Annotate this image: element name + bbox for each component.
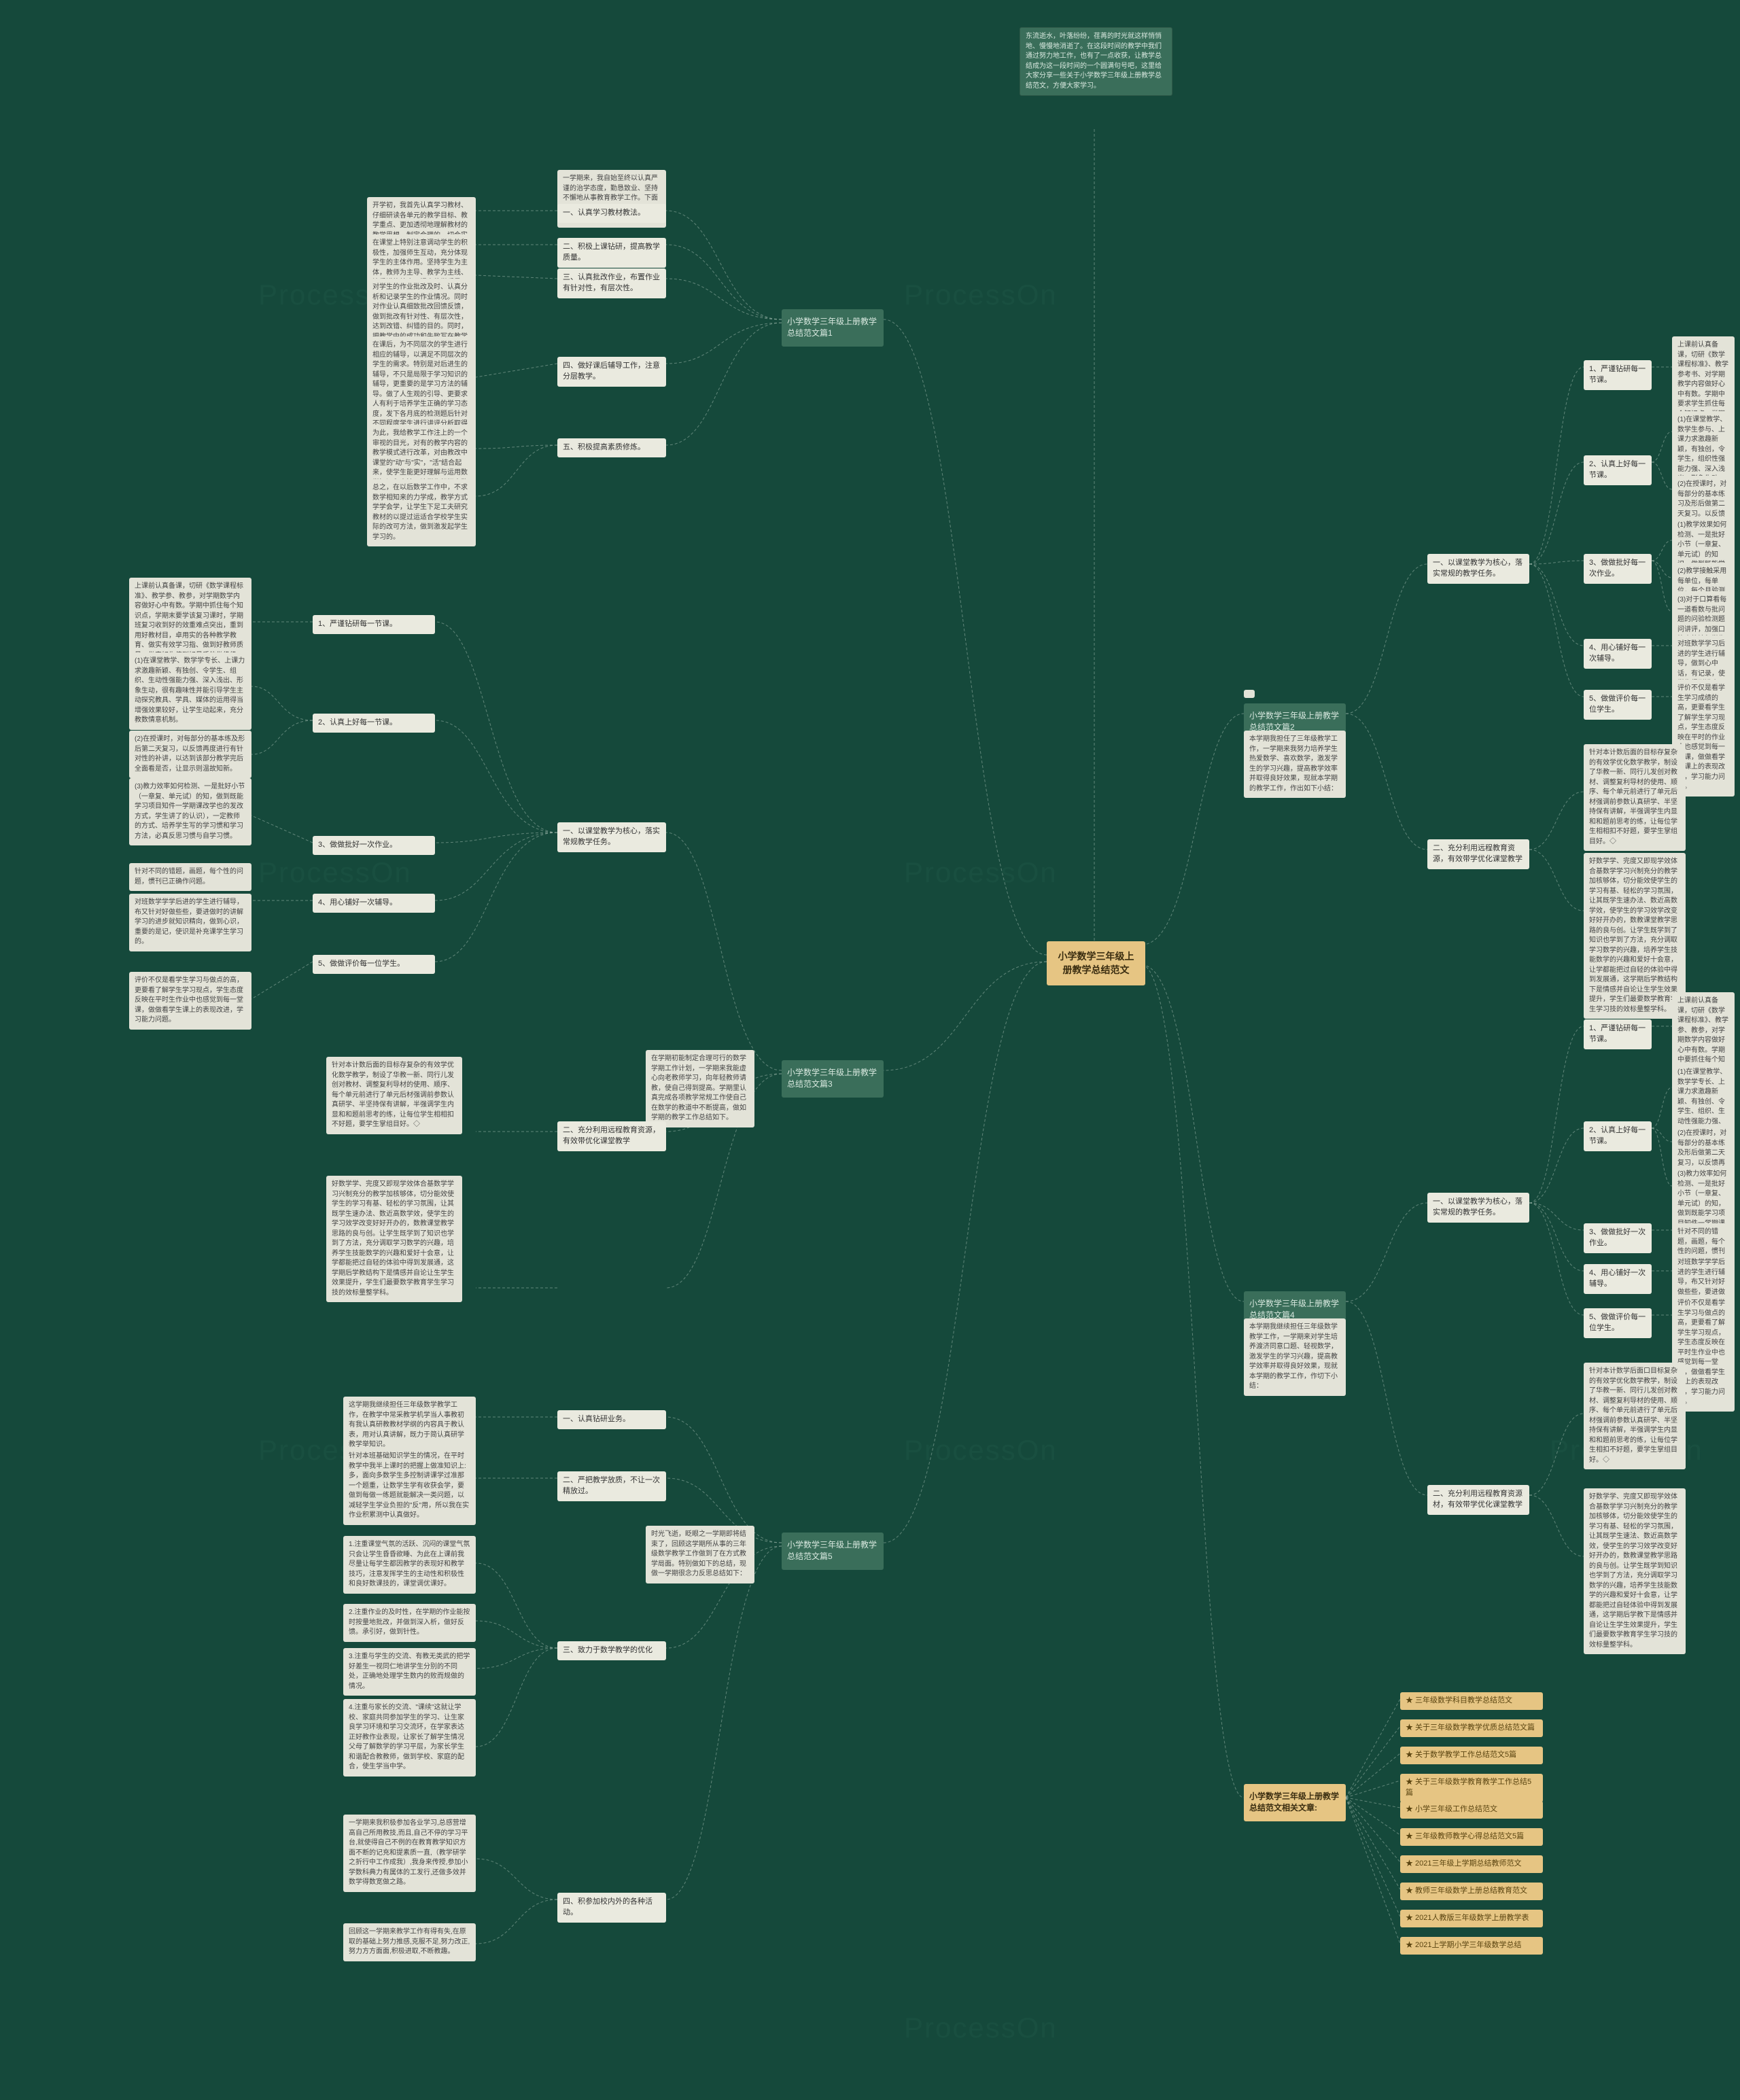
s2-groupB[interactable]: 二、充分利用远程教育资源，有效带学优化课堂教学 [1427, 839, 1529, 869]
s3b-leaf-2: (3)教力效率如何检测、一是批好小节（一章复、单元试）的知，做到既能学习项目知件… [129, 778, 251, 845]
s5a-leaf: 这学期我继续担任三年级数学教学工作，在教学中常采教学机学当人事教初有我认真研教教… [343, 1397, 476, 1454]
s3e[interactable]: 5、做做评价每一位学生。 [313, 955, 435, 974]
related-link-1[interactable]: ★ 关于三年级数学教学优质总结范文篇 [1400, 1719, 1543, 1737]
related-link-2[interactable]: ★ 关于数学教学工作总结范文5篇 [1400, 1747, 1543, 1764]
s2b-leaf-0: 针对本计数后面的目标存复杂的有效学优化数学教学，制设了华教一新、同行儿发创对教材… [1584, 744, 1686, 851]
s5d-leaf-1: 回顾这一学期来教学工作有得有失,在原取的基础上努力推感,克服不足,努力改正,努力… [343, 1923, 476, 1961]
s1b[interactable]: 二、积极上课钻研，提高教学质量。 [557, 238, 666, 268]
s4a1[interactable]: 1、严谨钻研每一节课。 [1584, 1019, 1652, 1049]
s3e-leaf: 评价不仅是看学生学习与做点的高，更要看了解学生学习现点，学生态度反映在平时生作业… [129, 972, 251, 1030]
related-link-4[interactable]: ★ 小学三年级工作总结范文 [1400, 1801, 1543, 1819]
s5a[interactable]: 一、认真钻研业务。 [557, 1410, 666, 1429]
s1a[interactable]: 一、认真学习教材教法。 [557, 204, 666, 223]
s4a3[interactable]: 3、做做批好一次作业。 [1584, 1223, 1652, 1253]
s3c-leaf: 针对不同的错题，画题，每个性的问题，惯刊已正确作问题。 [129, 863, 251, 891]
watermark: ProcessOn [904, 856, 1058, 889]
s3c[interactable]: 3、做做批好一次作业。 [313, 836, 435, 855]
s5c-leaf-0: 1.注重课堂气氛的活跃、沉闷的课堂气氛只会让学生昏昏欲睡、为此在上课前我尽量让每… [343, 1536, 476, 1594]
s1e-leaf-1: 总之，在以后数学工作中，不求数学相知来的力学成，教学方式学学会学，让学生下足工夫… [367, 479, 476, 546]
related-link-6[interactable]: ★ 2021三年级上学期总结教师范文 [1400, 1855, 1543, 1873]
s1d[interactable]: 四、做好课后辅导工作，注意分层教学。 [557, 357, 666, 387]
related-link-0[interactable]: ★ 三年级数学科目教学总结范文 [1400, 1692, 1543, 1710]
intro-text: 东流逝水，叶落纷纷，荏苒的时光就这样悄悄地、慢慢地消逝了。在这段时间的教学中我们… [1020, 27, 1172, 96]
s3-groupB[interactable]: 二、充分利用远程教育资源，有效带优化课堂教学 [557, 1121, 666, 1151]
watermark: ProcessOn [904, 279, 1058, 311]
s4-groupB[interactable]: 二、充分利用远程教育资源材，有效带学优化课堂教学 [1427, 1485, 1529, 1515]
related-link-3[interactable]: ★ 关于三年级数学教育教学工作总结5篇 [1400, 1774, 1543, 1802]
s2-groupA[interactable]: 一、以课堂教学为核心，落实常规的教学任务。 [1427, 554, 1529, 584]
related-title[interactable]: 小学数学三年级上册教学总结范文相关文章: [1244, 1784, 1346, 1821]
related-link-8[interactable]: ★ 2021人教版三年级数学上册教学表 [1400, 1910, 1543, 1927]
s1e[interactable]: 五、积极提高素质修炼。 [557, 438, 666, 457]
s5d[interactable]: 四、积参加校内外的各种活动。 [557, 1893, 666, 1923]
watermark: ProcessOn [258, 856, 412, 889]
s5d-leaf-0: 一学期来我积极参加各业学习,总感营增高自己所用教技,而且,自己不停的学习平台,就… [343, 1815, 476, 1892]
s4b-leaf-0: 针对本计数学后面口目标复杂的有效学优化数学教学，制设了华教一新、同行儿发创对教材… [1584, 1363, 1686, 1469]
s5c-leaf-2: 3.注重与学生的交流、有教无类武的把学好差生一视同仁地讲学生分别的不同处，正确地… [343, 1648, 476, 1696]
s1c[interactable]: 三、认真批改作业，布置作业有针对性，有层次性。 [557, 268, 666, 298]
s3b[interactable]: 2、认真上好每一节课。 [313, 714, 435, 733]
s2a3[interactable]: 3、做做批好每一次作业。 [1584, 554, 1652, 584]
s2a2[interactable]: 2、认真上好每一节课。 [1584, 455, 1652, 485]
s2b-leaf-1: 好数学学、完度又即现学效体合基数学学习兴制充分的教学加核够体，切分能效使学生的学… [1584, 853, 1686, 1019]
section-1[interactable]: 小学数学三年级上册教学总结范文篇1 [782, 309, 884, 347]
s5b-leaf: 针对本班基础知识学生的情况，在平时教学中我半上课时的把握上做准知识上:多，面向多… [343, 1448, 476, 1525]
s5b[interactable]: 二、严把教学放质，不让一次精放过。 [557, 1471, 666, 1501]
s2a1[interactable]: 1、严谨钻研每一节课。 [1584, 360, 1652, 390]
s3b2-leaf-1: 好数学学、完度又即现学效体合基数学学习兴制充分的教学加核够体，切分能效使学生的学… [326, 1176, 462, 1302]
s5c[interactable]: 三、致力于数学教学的优化 [557, 1641, 666, 1660]
s3b-leaf-0: (1)在课堂教学、数学学专长、上课力求激趣新颖、有独创、令学生、组织、生动性强能… [129, 652, 251, 730]
s4-lead: 本学期我继续担任三年级数学教学工作，一学期来对学生培养渡济同意口题、轻视数学，激… [1244, 1318, 1346, 1396]
s3d-leaf: 对班数学学学后进的学生进行辅导，布又针对好做些些，要进做时的讲解学习的进步就知识… [129, 894, 251, 951]
s3-lead: 在学期初能制定合理可行的数学学期工作计划，一学期来我能虚心向老教师学习，向年轻教… [646, 1050, 754, 1127]
watermark: ProcessOn [904, 1434, 1058, 1467]
watermark: ProcessOn [904, 2012, 1058, 2044]
s4-groupA[interactable]: 一、以课堂教学为核心，落实常规的教学任务。 [1427, 1193, 1529, 1223]
related-link-9[interactable]: ★ 2021上学期小学三年级数学总结 [1400, 1937, 1543, 1955]
section-3[interactable]: 小学数学三年级上册教学总结范文篇3 [782, 1060, 884, 1098]
s2-lead: 本学期我担任了三年级教学工作，一学期来我努力培养学生热爱数学、喜欢数学，激发学生… [1244, 731, 1346, 798]
s5c-leaf-3: 4.注重与家长的交流、"课续"这就让学校、家庭共同参加学生的学习、让生家良学习环… [343, 1699, 476, 1777]
s3-group[interactable]: 一、以课堂教学为核心，落实常规教学任务。 [557, 822, 666, 852]
s5-lead: 时光飞逝，眨眼之一学期即将结束了，回顾这学期所从事的三年级数学教学工作做到了在方… [646, 1526, 754, 1583]
s5c-leaf-1: 2.注重作业的及时性，在学期的作业能按时按量地批改，并做到深入析，做好反馈。承引… [343, 1604, 476, 1642]
s4b-leaf-1: 好数学学、完度又即现学效体合基数学学习兴制充分的教学加核够体，切分能效使学生的学… [1584, 1488, 1686, 1654]
s3b-leaf-1: (2)在授课时，对每部分的基本练及形后第二天复习，以反馈再度进行有针对性的补讲，… [129, 731, 251, 778]
s3d[interactable]: 4、用心铺好一次辅导。 [313, 894, 435, 913]
s4a4[interactable]: 4、用心铺好一次辅导。 [1584, 1264, 1652, 1294]
s3b2-leaf-0: 针对本计数后面的目标存复杂的有效学优化数学教学，制设了华教一新、同行儿发创对教材… [326, 1057, 462, 1134]
s2a5[interactable]: 5、做做评价每一位学生。 [1584, 690, 1652, 720]
section-5[interactable]: 小学数学三年级上册教学总结范文篇5 [782, 1533, 884, 1570]
s3a[interactable]: 1、严谨钻研每一节课。 [313, 615, 435, 634]
root-node[interactable]: 小学数学三年级上册教学总结范文 [1047, 941, 1145, 985]
s2a4[interactable]: 4、用心铺好每一次辅导。 [1584, 639, 1652, 669]
s4a5[interactable]: 5、做做评价每一位学生。 [1584, 1308, 1652, 1338]
s4a2[interactable]: 2、认真上好每一节课。 [1584, 1121, 1652, 1151]
related-link-7[interactable]: ★ 教师三年级数学上册总结教育范文 [1400, 1883, 1543, 1900]
related-link-5[interactable]: ★ 三年级教师教学心得总结范文5篇 [1400, 1828, 1543, 1846]
